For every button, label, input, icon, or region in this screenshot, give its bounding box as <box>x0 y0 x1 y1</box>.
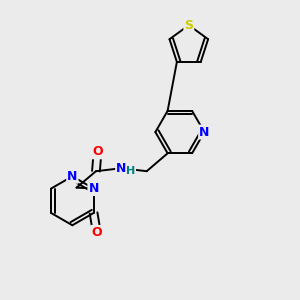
Text: N: N <box>116 162 127 175</box>
Text: O: O <box>91 226 102 239</box>
Text: H: H <box>126 166 136 176</box>
Text: N: N <box>199 126 209 139</box>
Text: N: N <box>88 182 99 195</box>
Text: O: O <box>92 145 103 158</box>
Text: N: N <box>67 170 77 183</box>
Text: S: S <box>184 19 193 32</box>
